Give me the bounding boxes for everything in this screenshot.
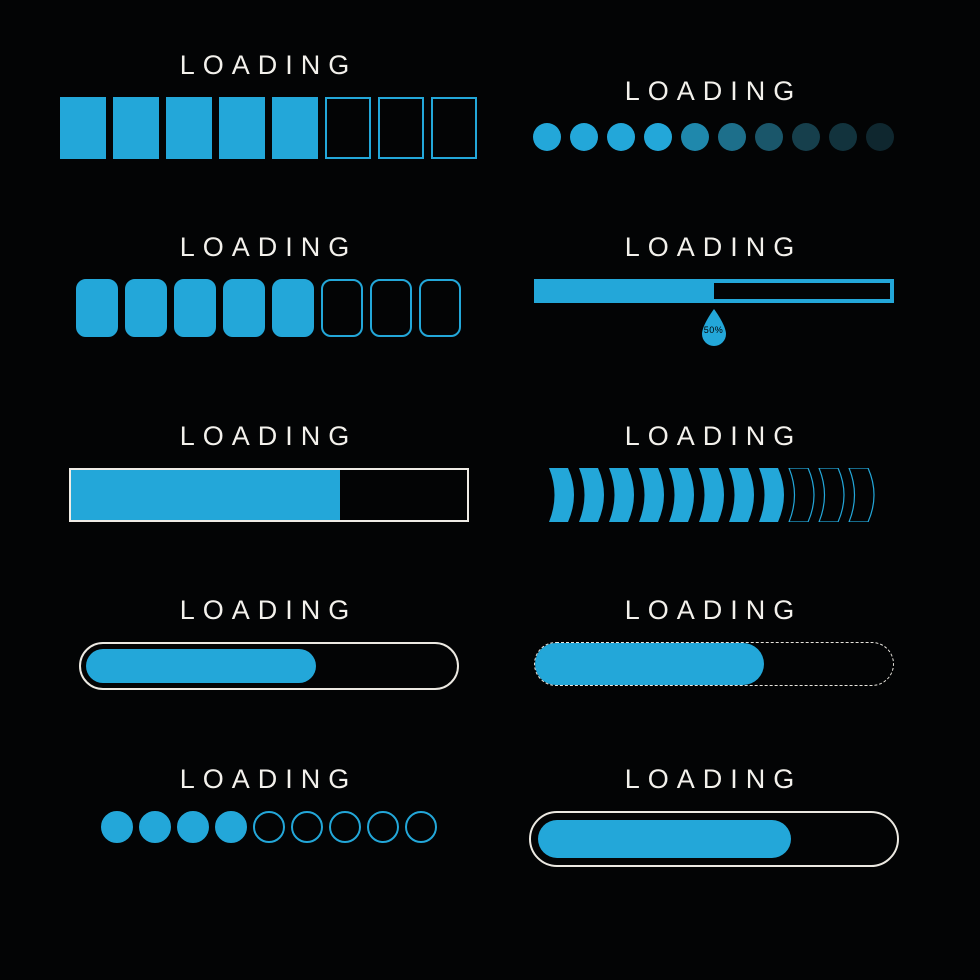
loader-dashed-pill: LOADING [507,595,920,763]
outlined-dot [405,811,437,843]
loader-label: LOADING [180,764,358,795]
slim-bar-track [534,279,894,303]
rounded-segment [125,279,167,337]
arc-segment [848,468,880,522]
rounded-segment-row [76,279,461,337]
loader-rounded-segments: LOADING [60,232,477,420]
fading-dot-row [533,123,894,151]
fading-dot [533,123,561,151]
arc-segment-row [548,468,880,522]
slim-bar-fill [538,283,714,299]
fading-dot [866,123,894,151]
outlined-dot [101,811,133,843]
rect-segment [272,97,318,159]
outlined-dot [291,811,323,843]
rect-segment [431,97,477,159]
arc-segment [608,468,640,522]
arc-segment [758,468,790,522]
outlined-dot [139,811,171,843]
loader-label: LOADING [625,76,803,107]
rounded-segment [76,279,118,337]
loader-fading-dots: LOADING [507,50,920,232]
fading-dot [755,123,783,151]
loader-label: LOADING [180,50,358,81]
dashed-pill-fill [535,643,764,685]
rect-segment [219,97,265,159]
fading-dot [644,123,672,151]
loader-label: LOADING [625,595,803,626]
loader-rect-segments: LOADING [60,50,477,232]
slim-bar-wrap: 50% [534,279,894,347]
rounded-segment [174,279,216,337]
classic-bar-fill [71,470,340,520]
outlined-dot [215,811,247,843]
outlined-dot [177,811,209,843]
fading-dot [681,123,709,151]
rounded-segment [419,279,461,337]
loader-label: LOADING [625,232,803,263]
loader-label: LOADING [625,764,803,795]
arc-segment [788,468,820,522]
rect-segment [113,97,159,159]
loader-label: LOADING [180,595,358,626]
fading-dot [829,123,857,151]
rect-segment [166,97,212,159]
loader-outlined-dots: LOADING [60,764,477,940]
arc-segment [698,468,730,522]
outlined-dot [253,811,285,843]
arc-segment [638,468,670,522]
drop-indicator-icon: 50% [697,307,731,347]
fading-dot [570,123,598,151]
loader-slim-drop: LOADING 50% [507,232,920,420]
arc-segment [548,468,580,522]
rect-segment [378,97,424,159]
arc-segment [728,468,760,522]
outlined-dot-row [101,811,437,843]
rounded-segment [223,279,265,337]
big-pill-track [529,811,899,867]
fading-dot [792,123,820,151]
rounded-segment [272,279,314,337]
fading-dot [718,123,746,151]
loader-arc-segments: LOADING [507,421,920,595]
loader-label: LOADING [180,421,358,452]
classic-bar-track [69,468,469,522]
rounded-segment [321,279,363,337]
arc-segment [668,468,700,522]
loaders-grid: LOADING LOADING LOADING LOADING 50% LOAD… [0,0,980,980]
rect-segment-row [60,97,477,159]
loader-label: LOADING [625,421,803,452]
rect-segment [325,97,371,159]
pill-fill [86,649,317,683]
rounded-segment [370,279,412,337]
outlined-dot [329,811,361,843]
fading-dot [607,123,635,151]
arc-segment [818,468,850,522]
dashed-pill-track [534,642,894,686]
pill-track [79,642,459,690]
loader-classic-bar: LOADING [60,421,477,595]
big-pill-fill [538,820,791,858]
loader-label: LOADING [180,232,358,263]
drop-percent-text: 50% [704,325,724,335]
outlined-dot [367,811,399,843]
loader-pill: LOADING [60,595,477,763]
loader-big-pill: LOADING [507,764,920,940]
arc-segment [578,468,610,522]
rect-segment [60,97,106,159]
